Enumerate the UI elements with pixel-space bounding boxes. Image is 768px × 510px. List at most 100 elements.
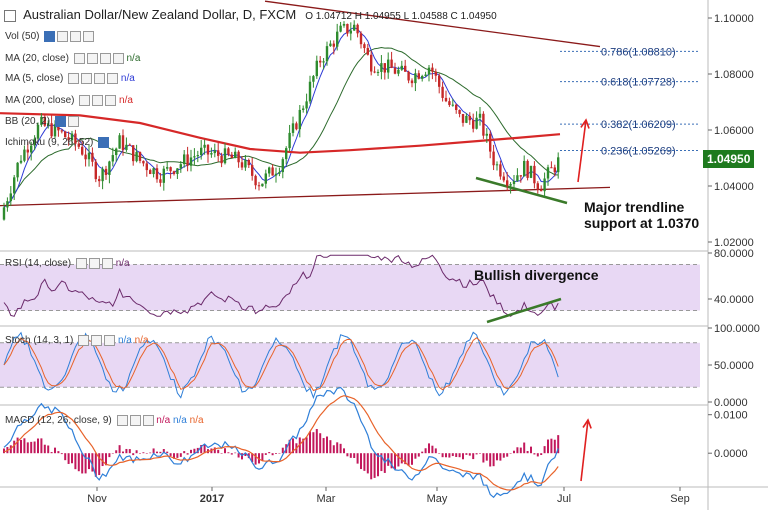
candle-body bbox=[410, 80, 414, 84]
close-icon[interactable] bbox=[142, 415, 154, 426]
time-axis[interactable]: Nov 2017 Mar May Jul Sep bbox=[87, 487, 690, 505]
close-icon[interactable] bbox=[104, 335, 116, 346]
ma20-line bbox=[3, 46, 559, 208]
macd-hist-bar bbox=[373, 453, 376, 478]
macd-hist-bar bbox=[407, 453, 410, 466]
visibility-icon[interactable] bbox=[68, 73, 80, 84]
macd-hist-bar bbox=[142, 452, 145, 454]
price-arrow-shaft bbox=[577, 119, 587, 183]
candle-body bbox=[373, 71, 376, 73]
rsi-legend[interactable]: RSI (14, close) n/a bbox=[5, 258, 130, 269]
macd-hist-bar bbox=[84, 453, 87, 474]
ma200-legend[interactable]: MA (200, close) n/a bbox=[5, 95, 133, 106]
macd-hist-bar bbox=[465, 453, 468, 455]
visibility-icon[interactable] bbox=[79, 95, 91, 106]
close-icon[interactable] bbox=[101, 258, 113, 269]
macd-hist-bar bbox=[496, 453, 498, 461]
macd-hist-bar bbox=[492, 453, 495, 467]
ma20-label: MA (20, close) bbox=[5, 53, 69, 65]
macd-hist-bar bbox=[111, 453, 114, 454]
stoch-label: Stoch (14, 3, 1) bbox=[5, 335, 74, 347]
macd-hist-bar bbox=[3, 448, 5, 454]
macd-hist-bar bbox=[183, 451, 186, 454]
macd-hist-bar bbox=[533, 453, 536, 455]
macd-hist-bar bbox=[434, 448, 437, 454]
add-icon[interactable] bbox=[70, 31, 82, 42]
settings-icon[interactable] bbox=[57, 31, 69, 42]
time-tick-label: Jul bbox=[557, 493, 571, 505]
candle-body bbox=[319, 60, 322, 63]
macd-hist-bar bbox=[43, 444, 46, 454]
candle-body bbox=[186, 154, 189, 166]
visibility-icon[interactable] bbox=[54, 116, 66, 127]
candle-body bbox=[540, 189, 543, 192]
candle-body bbox=[244, 159, 247, 168]
candle-body bbox=[370, 54, 373, 72]
bb-legend[interactable]: BB (20, 2) bbox=[5, 116, 79, 127]
candle-body bbox=[84, 154, 87, 160]
settings-icon[interactable] bbox=[67, 116, 79, 127]
close-icon[interactable] bbox=[112, 53, 124, 64]
macd-hist-bar bbox=[448, 453, 451, 458]
ma20-value: n/a bbox=[126, 53, 141, 65]
candle-body bbox=[285, 148, 288, 160]
candle-body bbox=[444, 97, 448, 102]
visibility-icon[interactable] bbox=[44, 31, 56, 42]
ma20-legend[interactable]: MA (20, close) n/a bbox=[5, 53, 140, 64]
add-icon[interactable] bbox=[91, 335, 103, 346]
candle-body bbox=[74, 133, 77, 144]
macd-hist-bar bbox=[326, 436, 328, 454]
settings-icon[interactable] bbox=[81, 73, 93, 84]
add-icon[interactable] bbox=[99, 53, 111, 64]
ma5-legend[interactable]: MA (5, close) n/a bbox=[5, 73, 135, 84]
candle-body bbox=[329, 43, 332, 47]
candle-body bbox=[458, 110, 461, 114]
settings-icon[interactable] bbox=[75, 258, 87, 269]
add-icon[interactable] bbox=[105, 95, 117, 106]
visibility-icon[interactable] bbox=[98, 137, 110, 148]
macd-hist-bar bbox=[9, 445, 12, 454]
stoch-d-line bbox=[3, 337, 559, 392]
support-trendline bbox=[0, 186, 611, 207]
candle-body bbox=[312, 76, 315, 82]
candle-body bbox=[254, 175, 257, 186]
settings-icon[interactable] bbox=[78, 335, 90, 346]
candle-body bbox=[376, 71, 380, 73]
macd-hist-bar bbox=[173, 453, 175, 459]
collapse-icon[interactable] bbox=[4, 10, 16, 23]
stoch-d-value: n/a bbox=[134, 335, 149, 347]
stoch-legend[interactable]: Stoch (14, 3, 1) n/a n/a bbox=[5, 335, 149, 346]
add-icon[interactable] bbox=[88, 258, 100, 269]
settings-icon[interactable] bbox=[92, 95, 104, 106]
candle-body bbox=[67, 137, 70, 141]
settings-icon[interactable] bbox=[116, 415, 128, 426]
macd-hist-bar bbox=[302, 438, 305, 454]
candle-body bbox=[533, 165, 536, 184]
stoch-k-value: n/a bbox=[117, 335, 132, 347]
vol-legend[interactable]: Vol (50) bbox=[5, 31, 95, 43]
macd-hist-bar bbox=[125, 448, 128, 454]
macd-hist-bar bbox=[281, 447, 284, 454]
macd-hist-bar bbox=[203, 444, 206, 454]
candle-body bbox=[257, 185, 261, 187]
rsi-tick-label: 40.0000 bbox=[714, 294, 754, 306]
settings-icon[interactable] bbox=[86, 53, 98, 64]
vol-label: Vol (50) bbox=[5, 31, 40, 43]
price-axis[interactable]: 1.10000 1.08000 1.06000 1.04000 1.02000 bbox=[708, 13, 754, 249]
visibility-icon[interactable] bbox=[73, 53, 85, 64]
add-icon[interactable] bbox=[129, 415, 141, 426]
stoch-tick-label: 100.0000 bbox=[714, 323, 760, 335]
close-icon[interactable] bbox=[107, 73, 119, 84]
macd-hist-bar bbox=[343, 448, 345, 454]
ichimoku-legend[interactable]: Ichimoku (9, 26, 52) bbox=[5, 137, 110, 148]
macd-legend[interactable]: MACD (12, 26, close, 9) n/a n/a n/a bbox=[5, 415, 204, 426]
macd-hist-bar bbox=[502, 453, 505, 458]
macd-hist-bar bbox=[169, 453, 172, 456]
close-icon[interactable] bbox=[83, 31, 95, 42]
add-icon[interactable] bbox=[94, 73, 106, 84]
fib-label: 0.618(1.07728) bbox=[601, 77, 676, 89]
macd-hist-bar bbox=[234, 452, 237, 454]
macd-hist-bar bbox=[322, 438, 325, 454]
macd-hist-bar bbox=[536, 453, 539, 457]
